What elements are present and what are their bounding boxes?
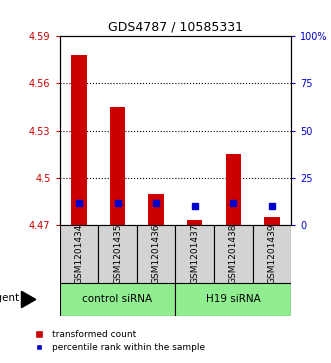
Bar bbox=[98, 225, 137, 283]
Title: GDS4787 / 10585331: GDS4787 / 10585331 bbox=[108, 21, 243, 34]
Bar bbox=[175, 283, 291, 316]
Bar bbox=[187, 220, 203, 225]
Text: GSM1201434: GSM1201434 bbox=[74, 224, 83, 284]
Bar bbox=[137, 225, 175, 283]
Bar bbox=[264, 217, 280, 225]
Bar bbox=[214, 225, 253, 283]
Legend: transformed count, percentile rank within the sample: transformed count, percentile rank withi… bbox=[26, 327, 209, 356]
Text: GSM1201437: GSM1201437 bbox=[190, 224, 199, 284]
Bar bbox=[226, 154, 241, 225]
Text: agent: agent bbox=[0, 293, 19, 303]
Bar bbox=[71, 55, 87, 225]
Text: H19 siRNA: H19 siRNA bbox=[206, 294, 261, 305]
Bar bbox=[148, 193, 164, 225]
Text: GSM1201438: GSM1201438 bbox=[229, 224, 238, 284]
Text: control siRNA: control siRNA bbox=[82, 294, 153, 305]
Polygon shape bbox=[22, 291, 36, 308]
Text: GSM1201436: GSM1201436 bbox=[152, 224, 161, 284]
Bar bbox=[253, 225, 291, 283]
Bar bbox=[60, 283, 175, 316]
Bar bbox=[110, 107, 125, 225]
Text: GSM1201439: GSM1201439 bbox=[267, 224, 276, 284]
Bar bbox=[175, 225, 214, 283]
Text: GSM1201435: GSM1201435 bbox=[113, 224, 122, 284]
Bar bbox=[60, 225, 98, 283]
